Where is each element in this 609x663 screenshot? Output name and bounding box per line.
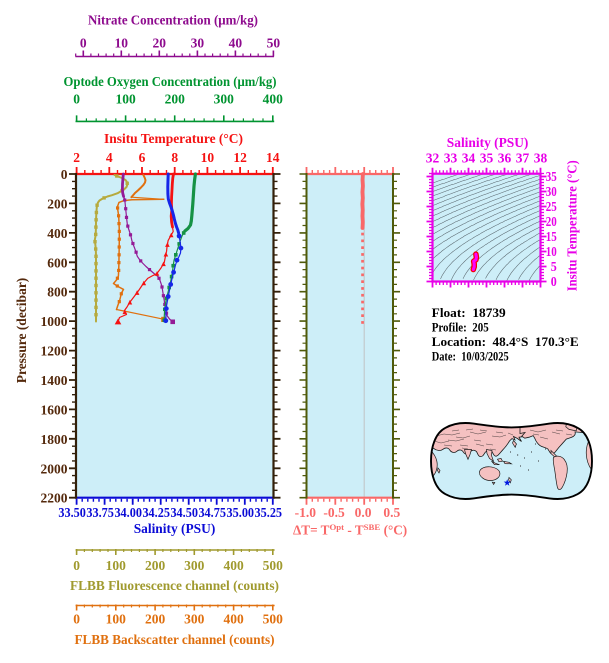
svg-text:30: 30 xyxy=(546,184,557,199)
svg-text:2000: 2000 xyxy=(41,461,68,476)
svg-text:34.25: 34.25 xyxy=(142,505,170,520)
svg-text:40: 40 xyxy=(229,35,243,50)
svg-text:1000: 1000 xyxy=(41,314,68,329)
svg-text:20: 20 xyxy=(546,214,557,229)
svg-text:600: 600 xyxy=(47,255,68,270)
svg-text:FLBB Backscatter channel (coun: FLBB Backscatter channel (counts) xyxy=(75,632,275,647)
svg-text:Date: 10/03/2025: Date: 10/03/2025 xyxy=(432,348,509,363)
svg-text:300: 300 xyxy=(184,612,205,627)
svg-text:-0.5: -0.5 xyxy=(323,505,345,520)
svg-text:400: 400 xyxy=(223,612,244,627)
svg-text:2200: 2200 xyxy=(41,491,68,506)
svg-text:1200: 1200 xyxy=(41,344,68,359)
svg-text:2: 2 xyxy=(73,150,80,165)
svg-text:500: 500 xyxy=(263,558,284,573)
svg-text:10: 10 xyxy=(546,244,557,259)
svg-text:36: 36 xyxy=(498,151,512,166)
svg-text:Location: 48.4°S 170.3°E: Location: 48.4°S 170.3°E xyxy=(432,334,579,349)
svg-text:35: 35 xyxy=(546,169,557,184)
svg-text:200: 200 xyxy=(145,558,166,573)
svg-text:25: 25 xyxy=(546,199,557,214)
svg-text:0.5: 0.5 xyxy=(383,505,400,520)
svg-text:300: 300 xyxy=(184,558,205,573)
svg-text:33.75: 33.75 xyxy=(86,505,114,520)
svg-text:200: 200 xyxy=(145,612,166,627)
svg-text:Nitrate Concentration (μm/kg): Nitrate Concentration (μm/kg) xyxy=(88,13,258,28)
svg-text:400: 400 xyxy=(263,92,284,107)
svg-text:30: 30 xyxy=(191,35,205,50)
svg-text:8: 8 xyxy=(171,150,178,165)
svg-text:37: 37 xyxy=(516,151,530,166)
svg-text:ΔT= TOpt - TSBE (°C): ΔT= TOpt - TSBE (°C) xyxy=(293,522,407,538)
svg-text:1400: 1400 xyxy=(41,373,68,388)
svg-text:35.25: 35.25 xyxy=(255,505,283,520)
svg-text:Float: 18739: Float: 18739 xyxy=(432,305,507,320)
svg-text:0: 0 xyxy=(80,35,87,50)
svg-text:200: 200 xyxy=(47,196,68,211)
svg-text:400: 400 xyxy=(47,226,68,241)
svg-text:20: 20 xyxy=(153,35,167,50)
svg-text:6: 6 xyxy=(139,150,146,165)
svg-text:0: 0 xyxy=(551,274,557,289)
svg-text:Pressure (decibar): Pressure (decibar) xyxy=(14,278,29,384)
svg-text:Salinity (PSU): Salinity (PSU) xyxy=(134,521,216,536)
svg-text:38: 38 xyxy=(534,151,548,166)
svg-text:35.00: 35.00 xyxy=(227,505,255,520)
svg-text:1800: 1800 xyxy=(41,432,68,447)
svg-text:100: 100 xyxy=(106,612,127,627)
svg-text:200: 200 xyxy=(165,92,186,107)
svg-text:5: 5 xyxy=(551,259,557,274)
svg-text:0: 0 xyxy=(61,167,68,182)
svg-text:FLBB Fluorescence channel (cou: FLBB Fluorescence channel (counts) xyxy=(70,578,279,593)
svg-text:50: 50 xyxy=(267,35,281,50)
svg-text:34: 34 xyxy=(462,151,476,166)
svg-text:10: 10 xyxy=(115,35,129,50)
svg-text:0.0: 0.0 xyxy=(355,505,372,520)
svg-text:0: 0 xyxy=(73,558,80,573)
svg-text:400: 400 xyxy=(223,558,244,573)
svg-text:12: 12 xyxy=(233,150,247,165)
svg-text:Insitu Temperature (°C): Insitu Temperature (°C) xyxy=(104,131,243,146)
svg-text:4: 4 xyxy=(106,150,113,165)
svg-text:34.75: 34.75 xyxy=(198,505,226,520)
svg-text:300: 300 xyxy=(214,92,235,107)
svg-text:1600: 1600 xyxy=(41,402,68,417)
svg-text:100: 100 xyxy=(115,92,136,107)
svg-text:32: 32 xyxy=(426,151,440,166)
svg-text:14: 14 xyxy=(266,150,280,165)
svg-text:Profile: 205: Profile: 205 xyxy=(432,319,489,334)
svg-text:100: 100 xyxy=(106,558,127,573)
svg-text:34.50: 34.50 xyxy=(170,505,198,520)
svg-text:15: 15 xyxy=(546,229,557,244)
svg-text:Optode Oxygen Concentration (μ: Optode Oxygen Concentration (μm/kg) xyxy=(64,74,277,89)
svg-text:800: 800 xyxy=(47,285,68,300)
svg-text:35: 35 xyxy=(480,151,494,166)
svg-text:10: 10 xyxy=(201,150,215,165)
svg-text:Insitu Temperature (°C): Insitu Temperature (°C) xyxy=(564,160,579,291)
svg-text:500: 500 xyxy=(263,612,284,627)
svg-text:33: 33 xyxy=(444,151,458,166)
svg-text:Salinity (PSU): Salinity (PSU) xyxy=(447,135,529,150)
svg-text:-1.0: -1.0 xyxy=(295,505,317,520)
svg-text:33.50: 33.50 xyxy=(58,505,86,520)
svg-text:0: 0 xyxy=(73,612,80,627)
svg-text:34.00: 34.00 xyxy=(114,505,142,520)
svg-text:0: 0 xyxy=(73,92,80,107)
